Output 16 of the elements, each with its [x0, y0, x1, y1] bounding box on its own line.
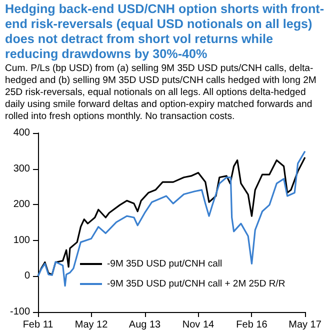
y-tick-label: 300	[13, 163, 30, 174]
x-tick-label: Nov 14	[182, 320, 215, 330]
y-tick-label: -100	[10, 306, 30, 318]
x-tick-label: Aug 13	[128, 320, 162, 330]
x-tick-label: Feb 16	[236, 320, 268, 330]
chart-title: Hedging back-end USD/CNH option shorts with front-end risk-reversals (equal USD notionals on all legs) does not detract from short vol returns while reducing drawdowns by 30%-40%	[5, 2, 325, 62]
legend-label: -9M 35D USD put/CNH call	[107, 258, 222, 270]
y-tick-label: 400	[13, 128, 30, 138]
x-tick-label: May 17	[288, 320, 322, 330]
x-tick-label: Feb 11	[22, 320, 54, 330]
x-tick-label: May 12	[74, 320, 108, 330]
chart-subtitle: Cum. P/Ls (bp USD) from (a) selling 9M 35D USD puts/CNH calls, delta-hedged and (b) selling 9M 35D USD puts/CNH calls hedged with long 2M 25D risk-reversals, equal notionals on all legs. All options delta-hedged daily using smile forward deltas and option-expiry matched forwards and rolled into fresh options monthly. No transaction costs.	[5, 63, 318, 123]
y-tick-label: 100	[13, 234, 30, 246]
legend-label: -9M 35D USD put/CNH call + 2M 25D R/R	[107, 278, 286, 290]
y-tick-label: 200	[13, 199, 30, 210]
y-tick-label: 0	[24, 270, 30, 282]
